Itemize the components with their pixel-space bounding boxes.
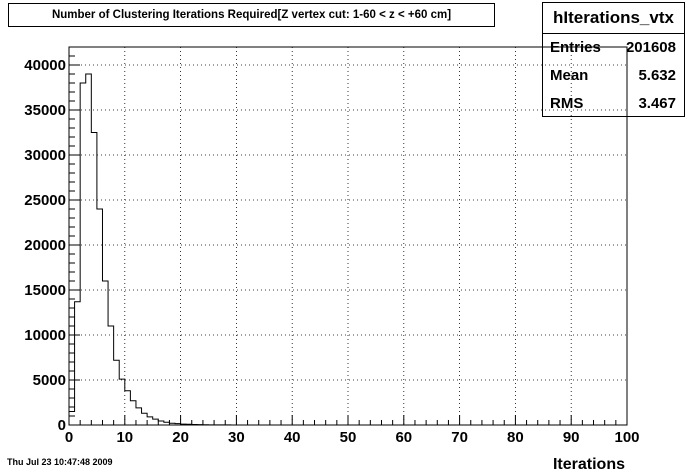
y-tick-label: 40000 — [24, 57, 66, 74]
y-tick-label: 5000 — [33, 372, 66, 389]
x-tick-label: 40 — [284, 429, 301, 446]
y-tick-label: 25000 — [24, 192, 66, 209]
histogram-bin — [130, 401, 136, 425]
histogram-bin — [158, 421, 164, 425]
histogram-line — [68, 73, 237, 426]
stats-value: 5.632 — [638, 67, 676, 84]
stats-label: RMS — [550, 95, 584, 112]
y-tick-label: 20000 — [24, 237, 66, 254]
x-tick-label: 60 — [395, 429, 412, 446]
x-tick-label: 100 — [614, 429, 639, 446]
y-tick-label: 0 — [58, 417, 66, 434]
x-tick-label: 80 — [507, 429, 524, 446]
histogram-bin — [97, 209, 103, 425]
x-tick-label: 10 — [116, 429, 133, 446]
stats-histogram-name: hIterations_vtx — [543, 3, 684, 34]
histogram-bin — [69, 412, 75, 426]
stats-row-rms: RMS 3.467 — [543, 90, 684, 118]
histogram-bin — [125, 391, 131, 425]
histogram-bin — [114, 360, 120, 425]
x-tick-label: 70 — [451, 429, 468, 446]
histogram-bin — [119, 379, 125, 425]
histogram-bin — [136, 408, 142, 425]
stats-value: 3.467 — [638, 95, 676, 112]
x-tick-label: 30 — [228, 429, 245, 446]
x-tick-label: 50 — [340, 429, 357, 446]
histogram-bin — [108, 326, 114, 425]
y-tick-label: 30000 — [24, 147, 66, 164]
histogram-bin — [91, 133, 97, 426]
x-axis-title: Iterations — [553, 456, 625, 472]
y-tick-label: 35000 — [24, 102, 66, 119]
histogram-bin — [75, 302, 81, 425]
histogram-bin — [86, 74, 92, 425]
stats-label: Mean — [550, 67, 589, 84]
chart-title: Number of Clustering Iterations Required… — [8, 3, 495, 27]
timestamp-footer: Thu Jul 23 10:47:48 2009 — [7, 457, 113, 467]
histogram-bin — [102, 281, 108, 425]
histogram-bin — [80, 83, 86, 425]
y-tick-label: 15000 — [24, 282, 66, 299]
x-tick-label: 20 — [172, 429, 189, 446]
x-tick-label: 0 — [65, 429, 73, 446]
histogram-bin — [153, 419, 159, 425]
x-tick-label: 90 — [563, 429, 580, 446]
y-tick-label: 10000 — [24, 327, 66, 344]
histogram-bin — [142, 413, 148, 425]
histogram-bin — [147, 417, 153, 425]
stats-value: 201608 — [625, 39, 676, 56]
stats-row-mean: Mean 5.632 — [543, 62, 684, 90]
